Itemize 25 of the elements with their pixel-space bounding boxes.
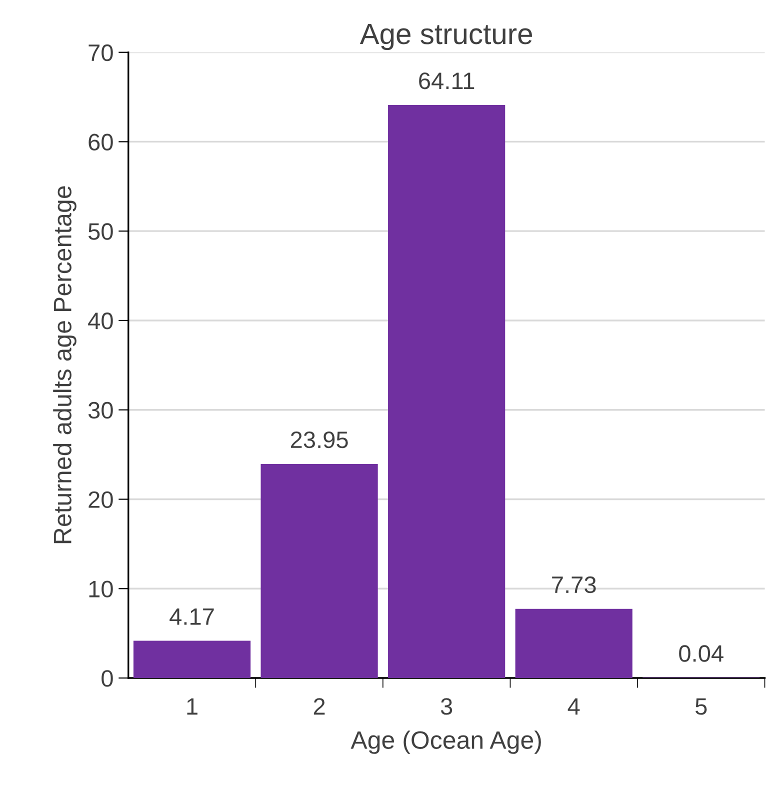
y-tick-label: 20 [88, 491, 113, 508]
bar [260, 464, 378, 678]
bar [515, 608, 632, 678]
x-tick-label: 2 [314, 698, 325, 715]
y-tick-label: 30 [88, 402, 113, 419]
data-label: 23.95 [290, 431, 348, 448]
y-tick-label: 40 [88, 312, 113, 330]
x-axis-title: Age (Ocean Age) [350, 730, 541, 754]
chart-title: Age structure [360, 24, 532, 50]
data-label: 4.17 [170, 608, 214, 625]
x-tick-label: 5 [696, 698, 707, 715]
data-label: 64.11 [419, 72, 474, 90]
x-tick-label: 3 [440, 698, 452, 715]
y-tick-label: 70 [88, 44, 113, 62]
y-axis-title: Returned adults age Percentage [53, 186, 76, 544]
y-tick-label: 0 [102, 670, 113, 687]
data-label: 0.04 [679, 645, 724, 662]
x-tick-label: 4 [568, 698, 580, 715]
bar [133, 640, 251, 678]
y-tick-label: 10 [89, 580, 113, 598]
y-tick-label: 60 [88, 134, 113, 151]
x-tick-label: 1 [187, 698, 198, 715]
bar [388, 104, 506, 678]
data-label: 7.73 [552, 576, 596, 594]
y-tick-label: 50 [88, 223, 113, 240]
